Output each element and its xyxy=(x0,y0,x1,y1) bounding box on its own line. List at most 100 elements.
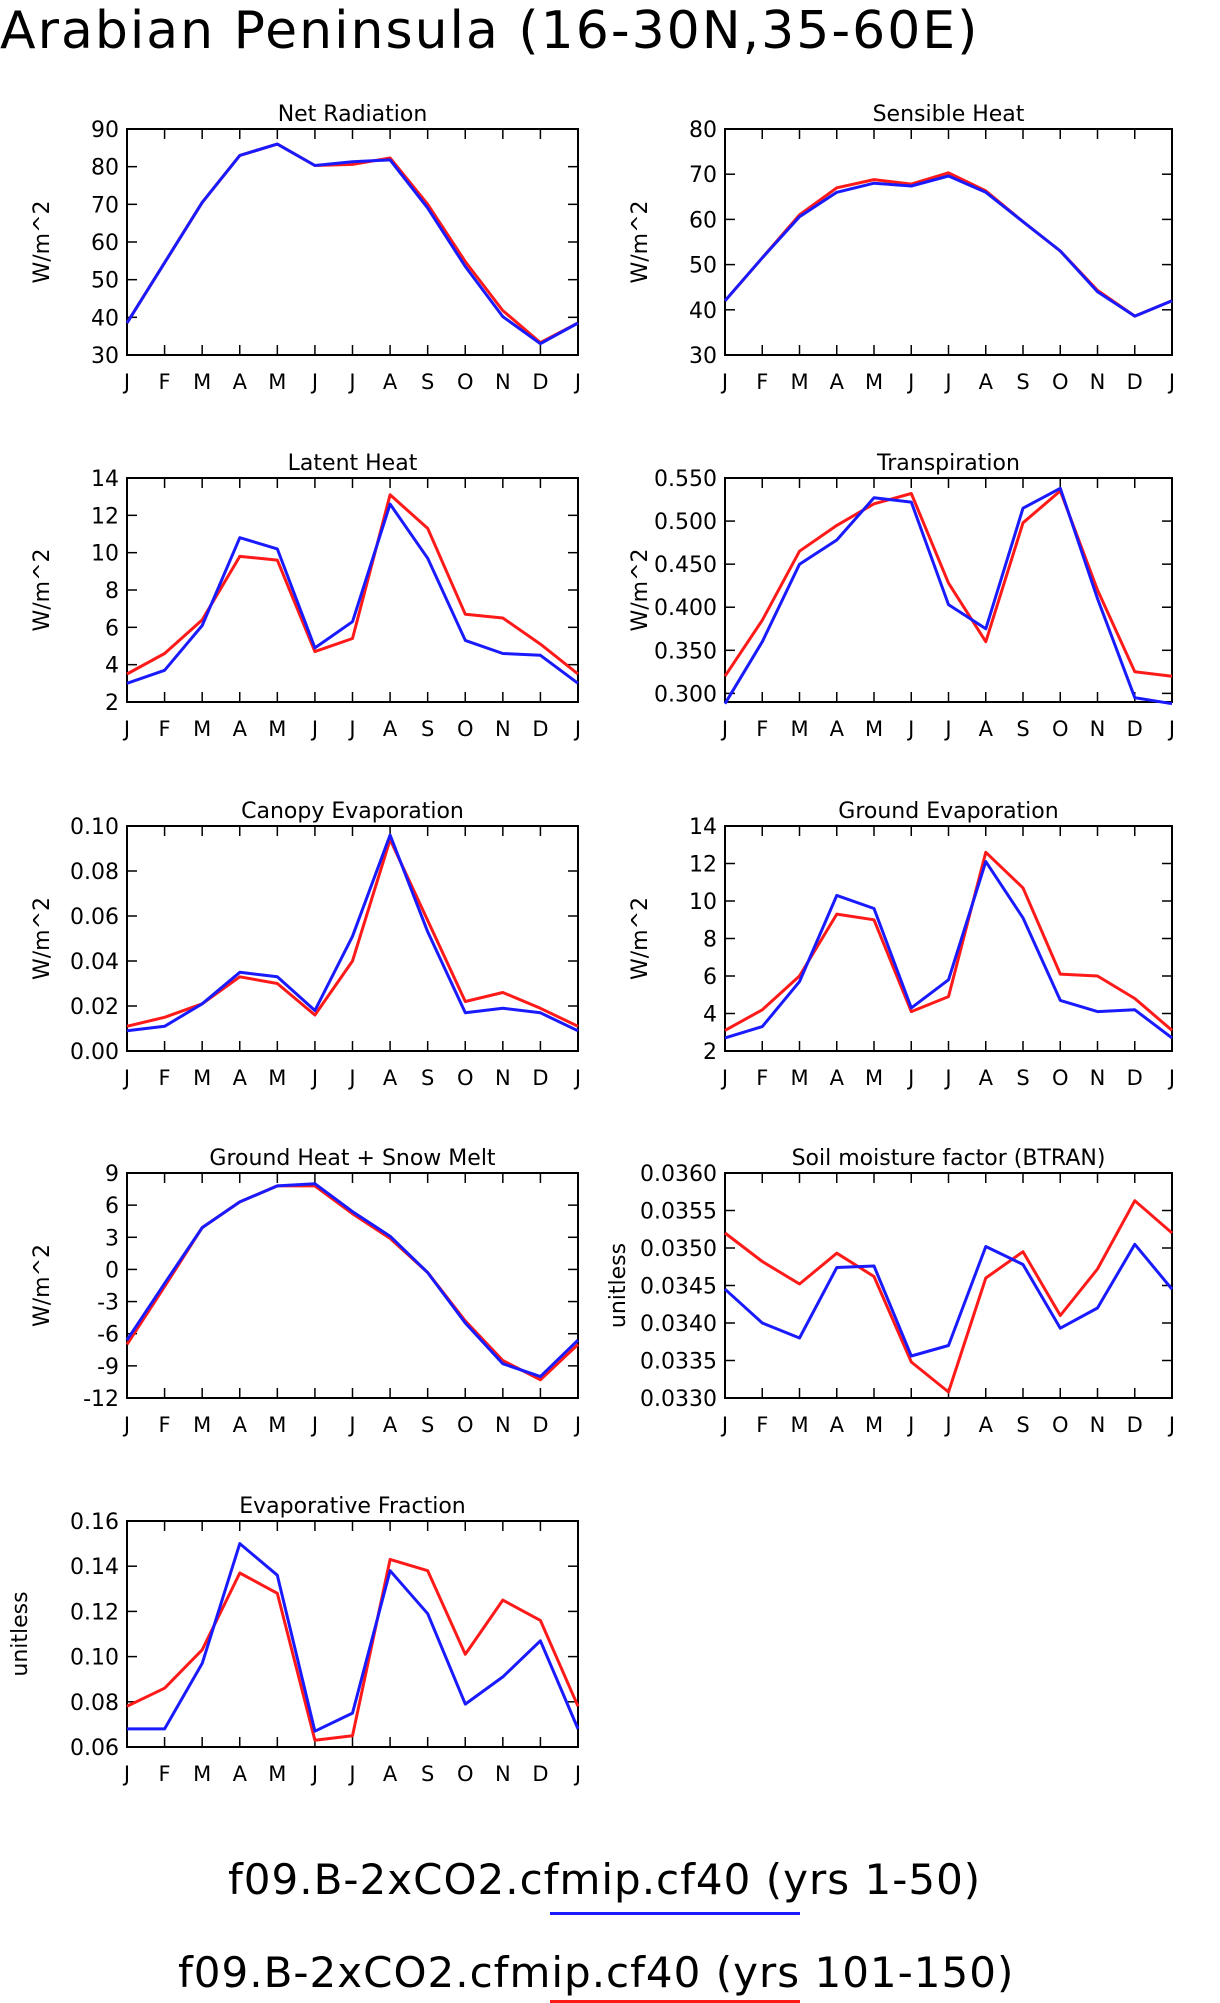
x-tick-label: J xyxy=(1167,717,1175,741)
x-tick-label: J xyxy=(906,717,914,741)
x-tick-label: A xyxy=(233,370,248,394)
y-tick-label: 60 xyxy=(689,208,717,233)
x-tick-label: M xyxy=(193,717,211,741)
series-line-blue xyxy=(127,1542,580,1733)
x-tick-label: A xyxy=(383,1762,398,1786)
series-line-red xyxy=(125,142,579,345)
series-line-red xyxy=(126,1557,580,1742)
x-tick-label: S xyxy=(421,717,434,741)
x-tick-label: D xyxy=(1127,1413,1143,1437)
y-tick-label: -6 xyxy=(97,1323,119,1348)
y-tick-label: 0.400 xyxy=(654,596,717,621)
x-tick-label: J xyxy=(310,370,318,394)
y-tick-label: 40 xyxy=(91,306,119,331)
plot-frame xyxy=(724,825,1173,1052)
chart-title: Net Radiation xyxy=(278,102,428,127)
plot-frame xyxy=(126,477,579,703)
x-tick-label: S xyxy=(421,1066,434,1090)
series-line-red xyxy=(723,489,1173,678)
y-axis-label: W/m^2 xyxy=(628,548,653,631)
y-tick-label: 0.450 xyxy=(654,553,717,578)
series-line-blue xyxy=(724,860,1173,1040)
x-tick-label: N xyxy=(495,370,511,394)
y-tick-label: 80 xyxy=(91,156,119,181)
x-tick-label: F xyxy=(756,1066,768,1090)
x-tick-label: F xyxy=(159,1066,171,1090)
chart-title: Ground Heat + Snow Melt xyxy=(209,1146,496,1171)
y-axis-label: W/m^2 xyxy=(628,200,653,283)
x-tick-label: N xyxy=(495,1066,511,1090)
x-tick-label: D xyxy=(532,1413,548,1437)
x-tick-label: D xyxy=(532,1066,548,1090)
x-tick-label: J xyxy=(943,717,951,741)
x-tick-label: J xyxy=(573,1413,581,1437)
y-tick-label: 60 xyxy=(91,231,119,256)
x-tick-label: F xyxy=(756,717,768,741)
y-tick-label: 0.12 xyxy=(70,1600,119,1625)
x-tick-label: N xyxy=(495,1413,511,1437)
y-tick-label: 14 xyxy=(689,815,717,840)
y-tick-label: 0.500 xyxy=(654,510,717,535)
x-tick-label: O xyxy=(457,1413,474,1437)
chart-title: Ground Evaporation xyxy=(838,799,1058,824)
x-tick-label: A xyxy=(830,1066,845,1090)
series-line-red xyxy=(126,493,579,676)
x-tick-label: J xyxy=(906,1413,914,1437)
y-tick-label: 4 xyxy=(105,654,119,679)
plot-frame xyxy=(724,477,1173,703)
y-tick-label: 0 xyxy=(105,1258,119,1283)
x-tick-label: J xyxy=(1167,1413,1175,1437)
x-tick-label: S xyxy=(1016,717,1029,741)
y-tick-label: -3 xyxy=(97,1291,119,1316)
chart-panel-9: J F M A M J J A S O N D J0.060.080.100.120.140.16Eva… xyxy=(8,1494,581,1786)
series-line-blue xyxy=(126,502,579,685)
x-tick-label: A xyxy=(830,370,845,394)
chart-panel-8: J F M A M J J A S O N D J0.03300.03350.03400.03450.0… xyxy=(606,1146,1175,1437)
y-tick-label: 0.08 xyxy=(70,1691,119,1716)
y-tick-label: 10 xyxy=(689,890,717,915)
x-tick-label: J xyxy=(720,717,728,741)
y-tick-label: 6 xyxy=(105,1194,119,1219)
y-tick-label: 2 xyxy=(703,1040,717,1065)
x-tick-label: J xyxy=(122,1762,130,1786)
x-tick-label: M xyxy=(268,1066,286,1090)
x-tick-label: J xyxy=(310,1066,318,1090)
x-tick-label: O xyxy=(457,1762,474,1786)
y-tick-label: 0.0355 xyxy=(640,1200,717,1225)
chart-title: Soil moisture factor (BTRAN) xyxy=(792,1146,1106,1171)
series-line-red xyxy=(724,1199,1173,1394)
x-tick-label: J xyxy=(906,1066,914,1090)
x-tick-label: M xyxy=(865,717,883,741)
y-tick-label: 50 xyxy=(689,254,717,279)
x-tick-label: J xyxy=(1167,370,1175,394)
y-tick-label: 50 xyxy=(91,269,119,294)
legend-swatch-blue xyxy=(550,1912,800,1915)
x-tick-label: J xyxy=(573,717,581,741)
x-tick-label: F xyxy=(159,1762,171,1786)
x-tick-label: J xyxy=(347,1066,355,1090)
series-line-blue xyxy=(126,833,579,1033)
x-tick-label: J xyxy=(720,1413,728,1437)
y-tick-label: 0.0330 xyxy=(640,1387,717,1412)
x-tick-label: F xyxy=(159,717,171,741)
y-tick-label: 12 xyxy=(91,504,119,529)
x-tick-label: S xyxy=(421,1413,434,1437)
x-tick-label: A xyxy=(383,370,398,394)
x-tick-label: J xyxy=(573,1762,581,1786)
x-tick-label: M xyxy=(193,1413,211,1437)
x-tick-label: D xyxy=(1127,717,1143,741)
x-tick-label: J xyxy=(310,1762,318,1786)
x-tick-label: A xyxy=(830,1413,845,1437)
series-line-blue xyxy=(723,174,1173,318)
x-tick-label: N xyxy=(1090,370,1106,394)
y-tick-label: 6 xyxy=(703,965,717,990)
y-axis-label: W/m^2 xyxy=(30,897,55,980)
y-axis-label: W/m^2 xyxy=(30,1244,55,1327)
y-tick-label: 14 xyxy=(91,467,119,492)
y-tick-label: 0.0340 xyxy=(640,1312,717,1337)
x-tick-label: N xyxy=(1090,717,1106,741)
x-tick-label: J xyxy=(347,370,355,394)
